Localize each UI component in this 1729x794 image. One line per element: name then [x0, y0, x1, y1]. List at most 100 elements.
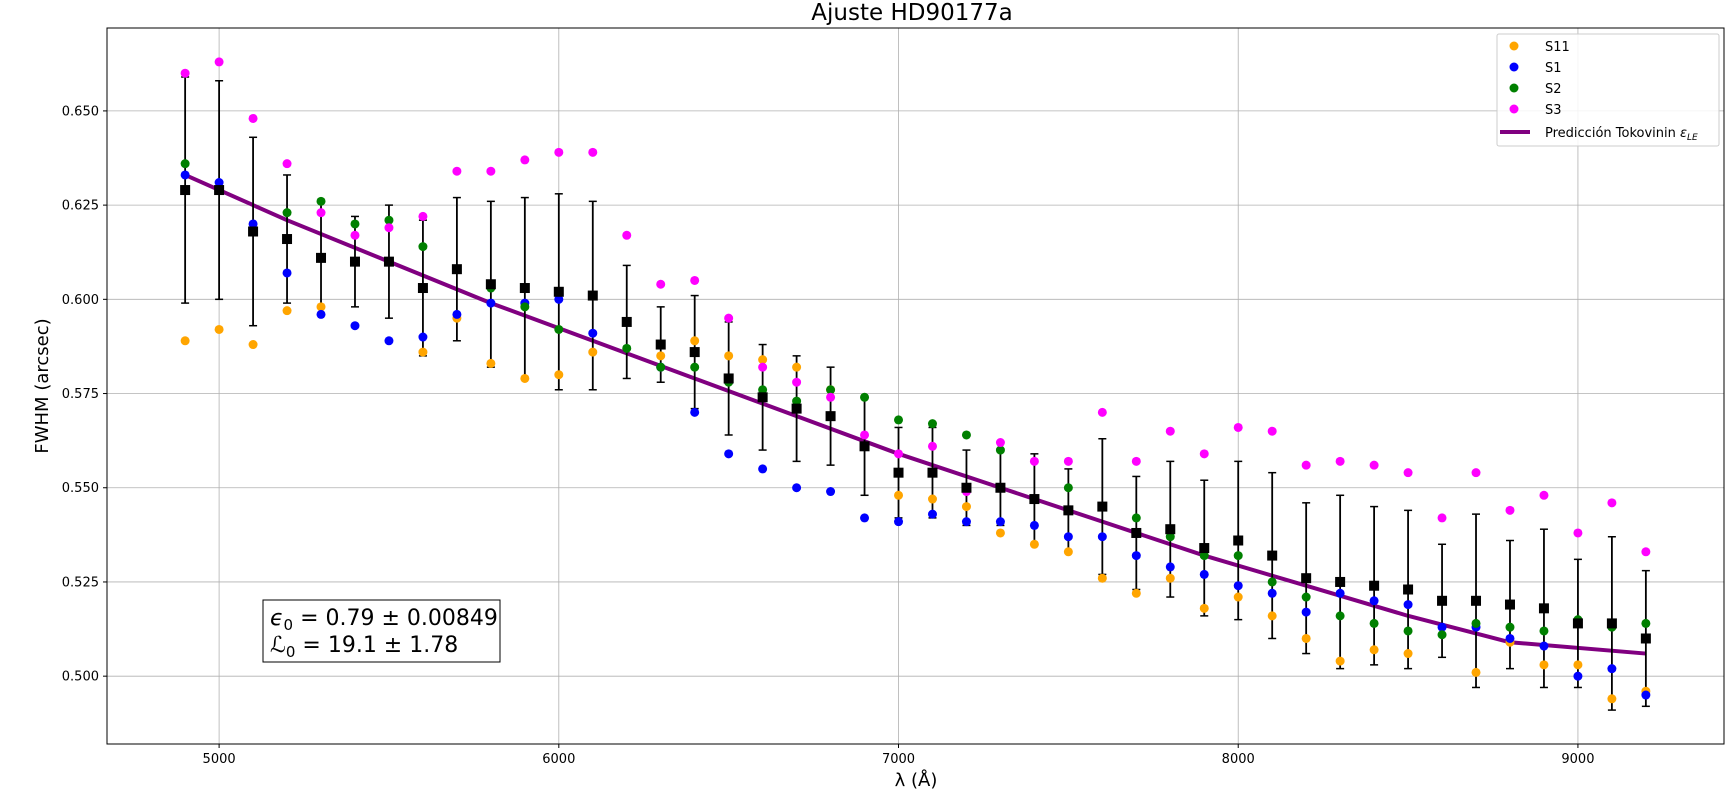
legend: S11 S1 S2 S3 Predicción Tokovinin εLE: [1496, 33, 1720, 147]
x-tick-label: 8000: [1222, 752, 1255, 767]
mean-square: [1097, 501, 1108, 512]
point-s3: [894, 449, 904, 459]
mean-square: [519, 283, 530, 294]
point-s1: [1097, 532, 1107, 542]
point-s3: [927, 441, 937, 451]
point-s1: [1165, 562, 1175, 572]
mean-square: [553, 286, 564, 297]
mean-square: [1335, 576, 1346, 587]
point-s3: [1301, 460, 1311, 470]
y-axis: 0.500 0.525 0.550 0.575 0.600 0.625 0.650: [62, 104, 107, 685]
point-s2: [1199, 551, 1209, 561]
data-points: [180, 57, 1651, 704]
mean-square: [689, 347, 700, 358]
annotation-box: [262, 599, 501, 663]
point-s11: [520, 373, 530, 383]
point-s11: [1029, 539, 1039, 549]
point-s1: [758, 464, 768, 474]
point-s2: [554, 324, 564, 334]
legend-label-fit: Predicción Tokovinin εLE: [1545, 126, 1698, 143]
point-s1: [1063, 532, 1073, 542]
l0-text: ℒ0 = 19.1 ± 1.78: [270, 633, 458, 661]
point-s1: [350, 321, 360, 331]
legend-label-s2: S2: [1545, 82, 1562, 97]
point-s2: [1063, 483, 1073, 493]
point-s3: [1029, 456, 1039, 466]
point-s11: [927, 494, 937, 504]
point-s2: [1131, 513, 1141, 523]
point-s11: [214, 324, 224, 334]
mean-square: [859, 441, 870, 452]
point-s11: [1471, 667, 1481, 677]
point-s2: [1539, 626, 1549, 636]
legend-marker-s11: [1509, 41, 1519, 51]
mean-square: [485, 279, 496, 290]
point-s2: [1233, 551, 1243, 561]
point-s11: [1335, 656, 1345, 666]
point-s3: [1063, 456, 1073, 466]
mean-square: [1301, 573, 1312, 584]
point-s3: [282, 159, 292, 169]
point-s11: [792, 362, 802, 372]
mean-square: [995, 482, 1006, 493]
point-s11: [758, 355, 768, 365]
point-s11: [1199, 603, 1209, 613]
point-s1: [1301, 607, 1311, 617]
mean-square: [1165, 524, 1176, 535]
point-s11: [1301, 633, 1311, 643]
grid: [107, 28, 1724, 744]
mean-square: [1606, 618, 1617, 629]
point-s3: [826, 392, 836, 402]
mean-square: [451, 264, 462, 275]
chart-title: Ajuste HD90177a: [811, 0, 1012, 26]
mean-square: [383, 256, 394, 267]
point-s3: [1097, 407, 1107, 417]
point-s1: [961, 517, 971, 527]
point-s1: [1335, 588, 1345, 598]
point-s1: [214, 178, 224, 188]
point-s1: [1403, 600, 1413, 610]
point-s1: [384, 336, 394, 346]
mean-square: [1369, 580, 1380, 591]
point-s2: [656, 362, 666, 372]
l0-value: = 19.1 ± 1.78: [295, 633, 458, 658]
point-s11: [1131, 588, 1141, 598]
mean-square: [1437, 595, 1448, 606]
plot-frame: [106, 27, 1725, 745]
legend-marker-s1: [1509, 62, 1519, 72]
point-s3: [520, 155, 530, 165]
point-s3: [792, 377, 802, 387]
point-s11: [724, 351, 734, 361]
mean-square: [1538, 603, 1549, 614]
point-s2: [1335, 611, 1345, 621]
point-s2: [792, 396, 802, 406]
point-s3: [860, 430, 870, 440]
point-s1: [1029, 520, 1039, 530]
point-s11: [486, 358, 496, 368]
legend-box: [1496, 33, 1720, 147]
point-s3: [724, 313, 734, 323]
point-s2: [1165, 532, 1175, 542]
mean-square: [180, 185, 191, 196]
y-tick-label: 0.550: [62, 481, 99, 496]
point-s1: [588, 328, 598, 338]
point-s2: [927, 419, 937, 429]
point-s2: [860, 392, 870, 402]
point-s1: [1437, 622, 1447, 632]
point-s11: [995, 528, 1005, 538]
mean-square: [316, 252, 327, 263]
y-tick-label: 0.575: [62, 387, 99, 402]
point-s3: [1369, 460, 1379, 470]
point-s3: [1607, 498, 1617, 508]
legend-marker-s3: [1509, 104, 1519, 114]
point-s3: [452, 166, 462, 176]
mean-square: [961, 482, 972, 493]
point-s11: [1165, 573, 1175, 583]
mean-square: [282, 234, 293, 245]
point-s11: [316, 302, 326, 312]
y-tick-label: 0.625: [62, 199, 99, 214]
point-s2: [1403, 626, 1413, 636]
point-s3: [248, 113, 258, 123]
point-s1: [1199, 569, 1209, 579]
point-s3: [1335, 456, 1345, 466]
